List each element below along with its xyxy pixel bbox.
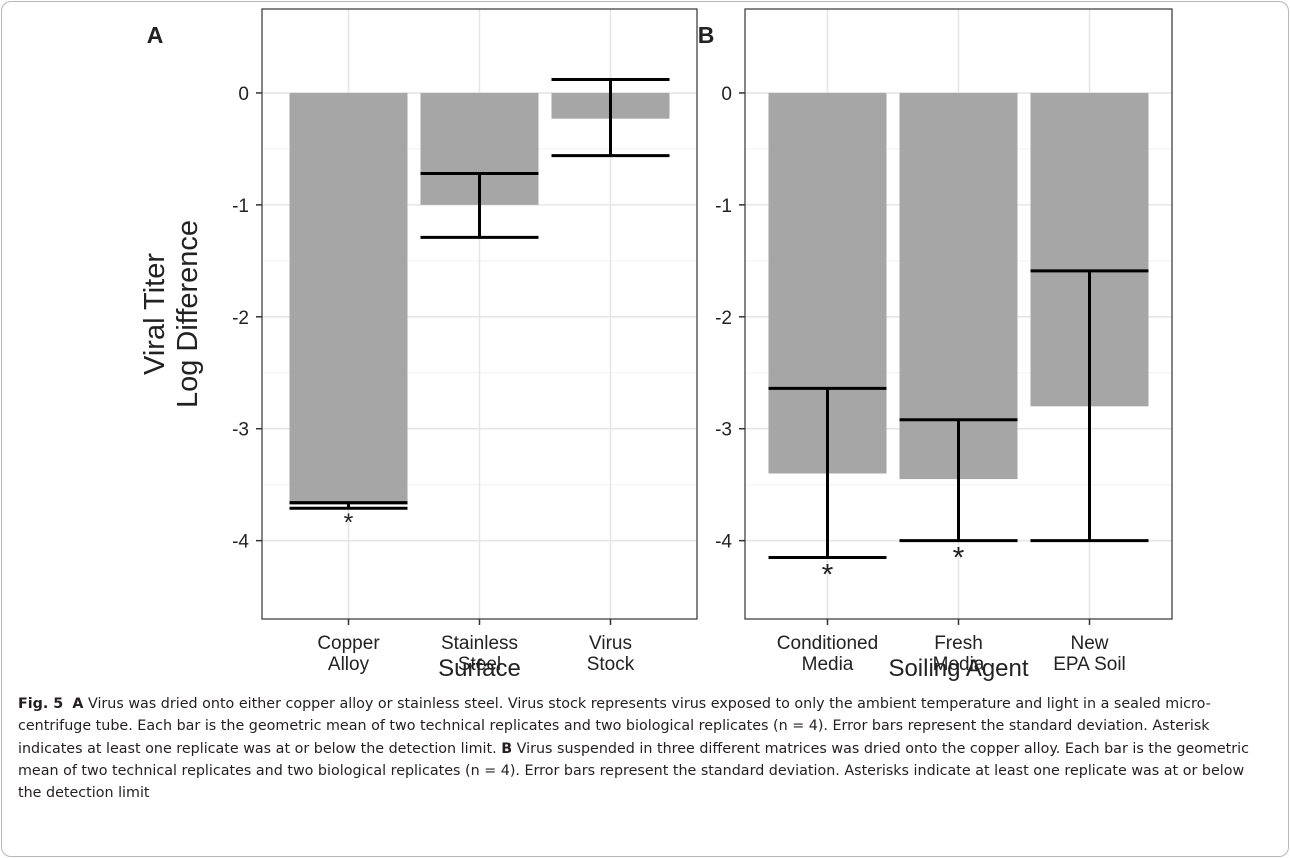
y-tick-label: -2	[715, 308, 732, 329]
y-tick-label: -1	[232, 196, 249, 217]
caption-b-label: B	[501, 740, 513, 757]
caption-a-label: A	[72, 696, 84, 712]
y-tick-label: 0	[721, 84, 732, 105]
x-tick-label: Copper	[317, 633, 380, 654]
y-axis-title-line: Viral Titer	[139, 253, 171, 375]
y-tick-label: -4	[232, 532, 249, 553]
x-tick-label: Media	[933, 654, 985, 675]
caption-b-text: Virus suspended in three different matri…	[18, 740, 1250, 802]
x-tick-label: Steel	[458, 654, 501, 675]
x-axis-title: Soiling Agent	[888, 655, 1028, 682]
significance-asterisk: *	[953, 542, 965, 575]
x-tick-label: Conditioned	[777, 633, 878, 654]
caption-a-text: Virus was dried onto either copper alloy…	[18, 696, 1211, 757]
y-tick-label: -4	[715, 532, 732, 553]
panel-label: A	[147, 22, 164, 48]
y-tick-label: -3	[715, 420, 732, 441]
y-tick-label: -2	[232, 308, 249, 329]
y-tick-label: -3	[232, 420, 249, 441]
x-tick-label: Alloy	[328, 654, 370, 675]
figure-caption: Fig. 5 A Virus was dried onto either cop…	[18, 693, 1268, 804]
y-axis-title-line: Log Difference	[172, 220, 204, 408]
panel-label: B	[698, 22, 715, 48]
y-tick-label: 0	[238, 84, 249, 105]
y-axis-title: Viral TiterLog Difference	[139, 220, 204, 408]
panel-b: **0-1-2-3-4ConditionedMediaFreshMediaNew…	[698, 8, 1173, 682]
x-tick-label: Stock	[587, 654, 635, 675]
caption-paragraph: Fig. 5 A Virus was dried onto either cop…	[18, 693, 1268, 804]
bar	[289, 92, 408, 505]
x-tick-label: Virus	[589, 633, 632, 654]
bar	[899, 92, 1018, 480]
x-tick-label: Media	[802, 654, 854, 675]
significance-asterisk: *	[344, 509, 354, 537]
significance-asterisk: *	[822, 558, 834, 591]
x-tick-label: EPA Soil	[1053, 654, 1126, 675]
caption-fig-label: Fig. 5	[18, 696, 64, 712]
x-tick-label: New	[1070, 633, 1108, 654]
x-tick-label: Fresh	[934, 633, 983, 654]
x-tick-label: Stainless	[441, 633, 518, 654]
y-tick-label: -1	[715, 196, 732, 217]
x-axis-title: Surface	[438, 655, 521, 682]
